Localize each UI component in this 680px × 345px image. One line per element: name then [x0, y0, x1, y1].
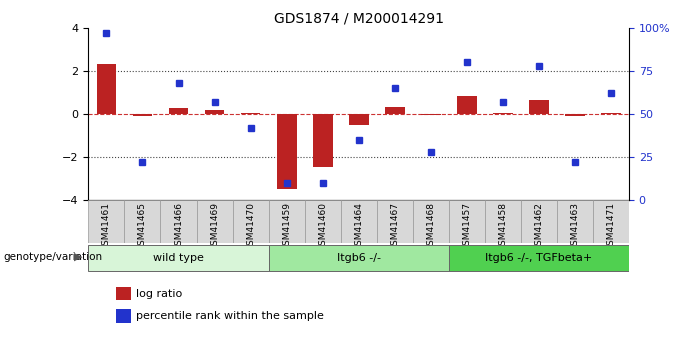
FancyBboxPatch shape	[449, 245, 629, 271]
Text: GSM41466: GSM41466	[174, 202, 183, 251]
Text: GSM41459: GSM41459	[282, 202, 291, 251]
FancyBboxPatch shape	[88, 245, 269, 271]
Text: GSM41465: GSM41465	[138, 202, 147, 251]
Bar	[529, 100, 549, 114]
Bar	[313, 114, 333, 167]
Bar	[601, 113, 621, 114]
Bar	[385, 107, 405, 114]
Text: GSM41471: GSM41471	[607, 202, 615, 251]
Text: GSM41470: GSM41470	[246, 202, 255, 251]
FancyBboxPatch shape	[305, 200, 341, 243]
Bar	[565, 114, 585, 116]
Text: Itgb6 -/-: Itgb6 -/-	[337, 253, 381, 263]
FancyBboxPatch shape	[557, 200, 593, 243]
Text: Itgb6 -/-, TGFbeta+: Itgb6 -/-, TGFbeta+	[486, 253, 592, 263]
Text: percentile rank within the sample: percentile rank within the sample	[136, 311, 324, 321]
Text: log ratio: log ratio	[136, 289, 182, 298]
FancyBboxPatch shape	[269, 245, 449, 271]
Bar	[349, 114, 369, 125]
FancyBboxPatch shape	[233, 200, 269, 243]
Bar	[97, 64, 116, 114]
Bar	[457, 96, 477, 114]
Text: GSM41458: GSM41458	[498, 202, 507, 251]
FancyBboxPatch shape	[88, 200, 124, 243]
Text: GSM41464: GSM41464	[354, 202, 363, 251]
Text: wild type: wild type	[153, 253, 204, 263]
FancyBboxPatch shape	[269, 200, 305, 243]
Text: GSM41462: GSM41462	[534, 202, 543, 251]
FancyBboxPatch shape	[593, 200, 629, 243]
Bar	[277, 114, 296, 189]
FancyBboxPatch shape	[521, 200, 557, 243]
FancyBboxPatch shape	[449, 200, 485, 243]
Text: ▶: ▶	[74, 252, 83, 262]
FancyBboxPatch shape	[485, 200, 521, 243]
Bar	[169, 108, 188, 114]
FancyBboxPatch shape	[377, 200, 413, 243]
Title: GDS1874 / M200014291: GDS1874 / M200014291	[274, 11, 444, 25]
Text: GSM41469: GSM41469	[210, 202, 219, 251]
Text: GSM41460: GSM41460	[318, 202, 327, 251]
Bar	[421, 114, 441, 115]
FancyBboxPatch shape	[197, 200, 233, 243]
Text: GSM41457: GSM41457	[462, 202, 471, 251]
Text: GSM41468: GSM41468	[426, 202, 435, 251]
Text: GSM41463: GSM41463	[571, 202, 579, 251]
FancyBboxPatch shape	[413, 200, 449, 243]
FancyBboxPatch shape	[341, 200, 377, 243]
Text: genotype/variation: genotype/variation	[3, 252, 103, 262]
FancyBboxPatch shape	[124, 200, 160, 243]
FancyBboxPatch shape	[160, 200, 197, 243]
Bar	[205, 110, 224, 114]
Text: GSM41461: GSM41461	[102, 202, 111, 251]
Bar	[241, 113, 260, 114]
Bar	[133, 114, 152, 116]
Text: GSM41467: GSM41467	[390, 202, 399, 251]
Bar	[493, 113, 513, 114]
